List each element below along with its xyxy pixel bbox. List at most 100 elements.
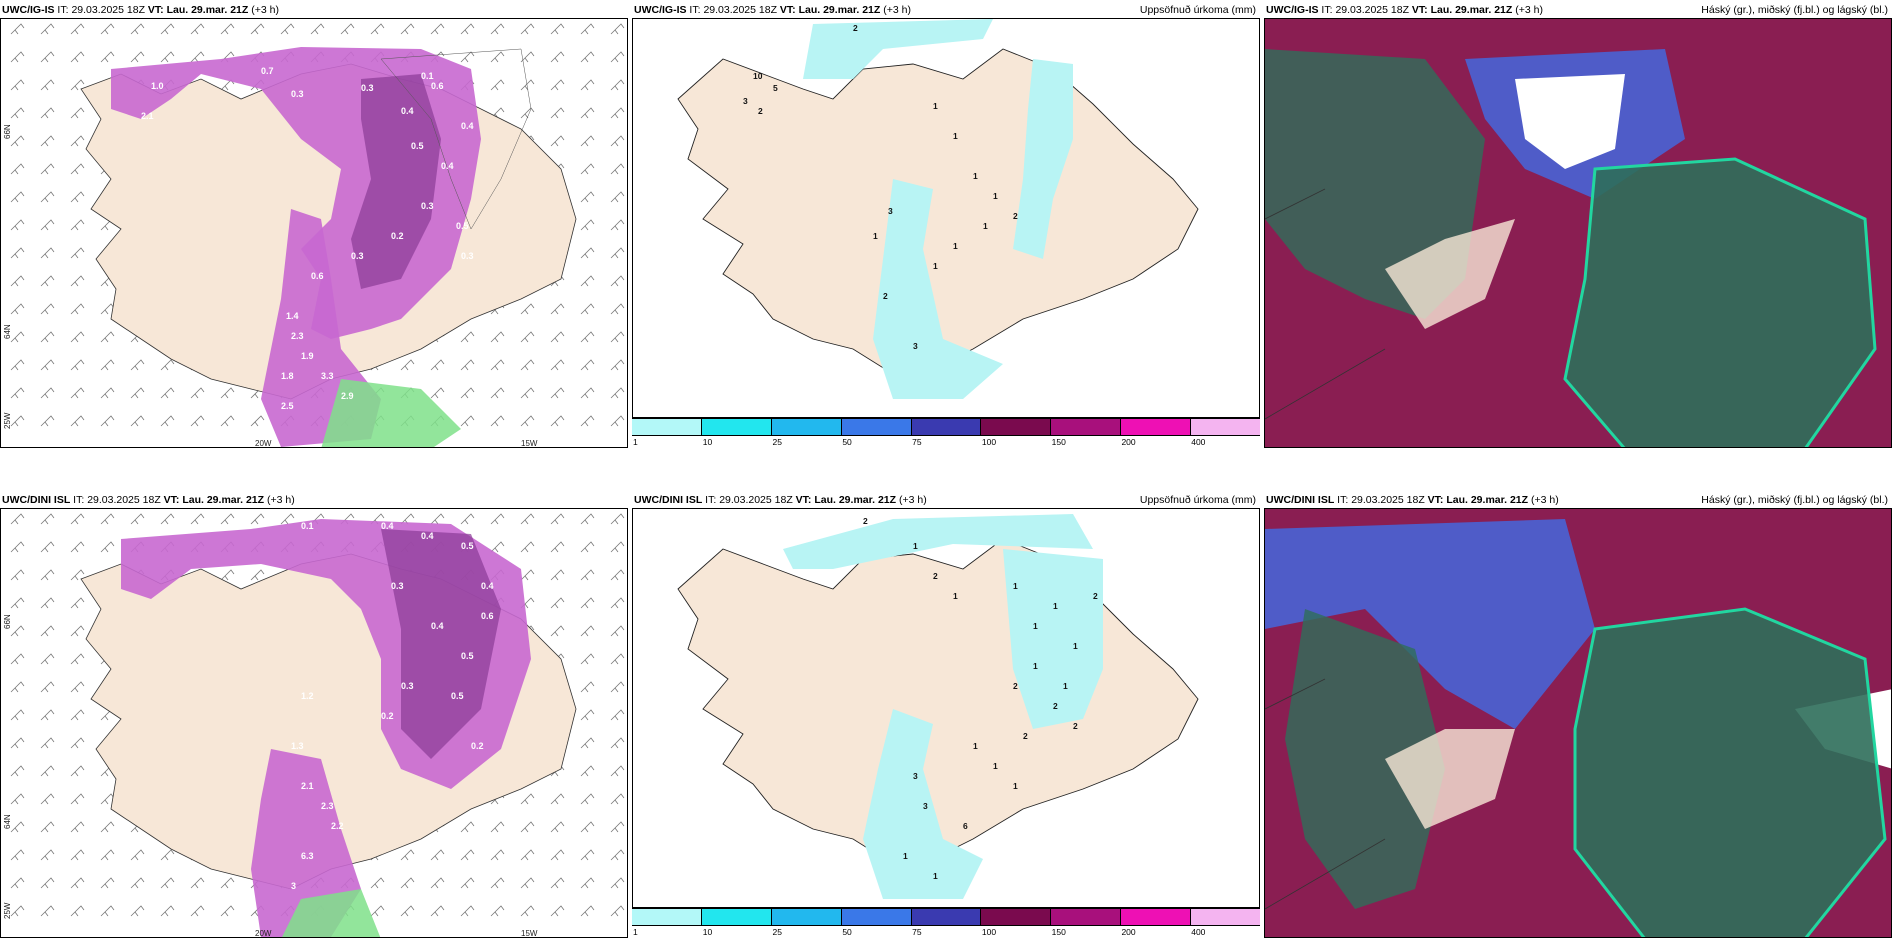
wind-barb [550,821,565,833]
wind-barb [550,107,565,119]
wind-barb [190,877,205,889]
wind-barb [70,79,85,91]
wind-barb [250,569,265,581]
map-precip: 2 10 5 3 2 1 1 1 1 2 1 1 1 3 1 2 3 [632,18,1260,418]
wind-barb [460,387,475,399]
value-label: 1 [903,851,908,861]
wind-barb [130,877,145,889]
wind-barb [400,905,415,917]
lat-label-25w: 25W [3,412,12,429]
map-clouds [1264,508,1892,938]
panel-title: UWC/DINI ISL IT: 29.03.2025 18Z VT: Lau.… [634,494,927,506]
wind-barb [610,247,625,259]
rain-south [282,889,381,937]
wind-barb [610,219,625,231]
wind-barb [70,541,85,553]
wind-barb [160,849,175,861]
wind-barb [70,415,85,427]
wind-barb [610,849,625,861]
wind-barb [580,821,595,833]
value-label: 1 [873,231,878,241]
wind-barb [10,359,25,371]
colorbar-tick-label: 400 [1191,927,1206,937]
wind-barb [10,821,25,833]
wind-barb [250,23,265,35]
wind-barb [520,107,535,119]
wind-barb [40,247,55,259]
wind-barb [610,625,625,637]
colorbar-segment [1051,419,1122,435]
wind-barb [520,877,535,889]
wind-barb [160,51,175,63]
wind-barb [460,877,475,889]
colorbar-ticks: 1 10 25 50 75 100 150 200 400 [632,437,1260,448]
wind-barb [520,905,535,917]
wind-barb [580,569,595,581]
wind-barb [70,23,85,35]
wind-barb [580,737,595,749]
colorbar-tick-label: 50 [842,927,852,937]
colorbar [632,418,1261,436]
lat-label-25w: 25W [3,902,12,919]
colorbar-segment [632,909,702,925]
wind-barb [40,905,55,917]
wind-barb [610,275,625,287]
value-label: 3.3 [321,371,334,381]
wind-barb [610,681,625,693]
value-label: 1 [983,221,988,231]
colorbar-tick-label: 200 [1121,927,1136,937]
value-label: 2 [1023,731,1028,741]
wind-barb [100,849,115,861]
iceland-land [1385,729,1515,829]
wind-barb [550,877,565,889]
wind-barb [40,415,55,427]
lon-label-15w: 15W [521,439,538,448]
wind-barb [520,849,535,861]
wind-barb [130,359,145,371]
wind-barb [10,709,25,721]
wind-barb [220,415,235,427]
colorbar-segment [632,419,702,435]
wind-barb [610,513,625,525]
wind-barb [460,415,475,427]
value-label: 0.3 [421,201,434,211]
wind-barb [460,905,475,917]
value-label: 1 [933,261,938,271]
wind-barb [490,905,505,917]
wind-barb [370,877,385,889]
value-label: 5 [773,83,778,93]
wind-barb [70,303,85,315]
wind-barb [310,23,325,35]
value-label: 0.7 [261,66,274,76]
wind-barb [580,849,595,861]
wind-barb [520,23,535,35]
wind-barb [10,905,25,917]
wind-barb [520,793,535,805]
value-label: 1.8 [281,371,294,381]
value-label: 2.3 [321,801,334,811]
wind-barb [430,877,445,889]
colorbar-segment [701,419,772,435]
wind-barb [70,219,85,231]
wind-barb [550,79,565,91]
wind-barb [580,765,595,777]
wind-barb [40,709,55,721]
wind-barb [10,275,25,287]
value-label: 3 [291,881,296,891]
wind-barb [490,541,505,553]
wind-barb [130,513,145,525]
value-label: 1 [933,871,938,881]
wind-barb [490,51,505,63]
value-label: 2 [1073,721,1078,731]
value-label: 2 [1093,591,1098,601]
wind-barb [520,303,535,315]
wind-barb [430,387,445,399]
wind-barb [160,359,175,371]
wind-barb [40,219,55,231]
colorbar-segment [1191,909,1261,925]
value-label: 0.1 [421,71,434,81]
lon-label-20w: 20W [255,929,272,938]
value-label: 2 [1053,701,1058,711]
colorbar-tick-label: 400 [1191,437,1206,447]
wind-barb [580,23,595,35]
